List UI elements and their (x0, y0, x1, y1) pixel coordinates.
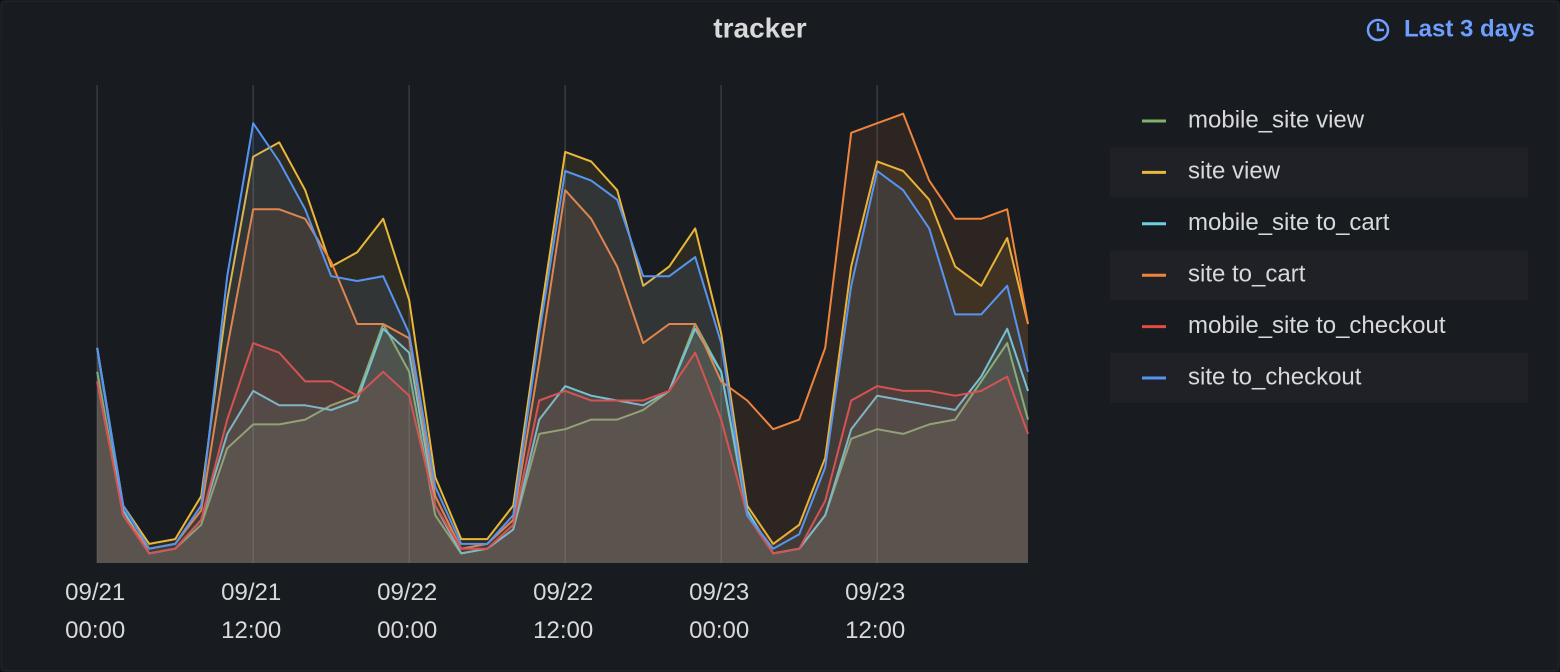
legend-row-bg (1110, 147, 1528, 198)
legend-item[interactable]: mobile_site to_checkout (1142, 312, 1446, 339)
legend-label: site view (1188, 158, 1281, 185)
x-tick-label: 09/22 00:00 (377, 579, 437, 644)
series-line (96, 327, 1029, 555)
legend-label: site to_cart (1188, 261, 1306, 288)
legend-item[interactable]: site to_cart (1110, 250, 1528, 301)
series-area (97, 328, 1028, 563)
clock-hands (1376, 23, 1384, 32)
series-area (97, 123, 1028, 563)
clock-icon (1366, 18, 1390, 42)
series-line (96, 122, 1029, 550)
series-area (97, 113, 1028, 563)
series-area (97, 343, 1028, 563)
time-range[interactable]: Last 3 days (1404, 15, 1535, 42)
x-tick-label: 09/22 12:00 (533, 579, 593, 644)
legend-item[interactable]: site to_checkout (1110, 353, 1528, 403)
x-tick-label: 09/21 00:00 (65, 579, 125, 644)
panel-title: tracker (713, 12, 807, 43)
series-line (96, 342, 1029, 555)
series-line (96, 141, 1029, 545)
series-area (97, 324, 1028, 563)
series-line (96, 323, 1029, 555)
x-tick-label: 09/23 00:00 (689, 579, 749, 644)
x-tick-label: 09/23 12:00 (845, 579, 905, 644)
series-area (97, 142, 1028, 563)
legend-item[interactable]: site view (1110, 147, 1528, 198)
legend-label: mobile_site view (1188, 106, 1365, 133)
legend-label: mobile_site to_cart (1188, 209, 1390, 236)
x-tick-label: 09/21 12:00 (221, 579, 281, 644)
series-line (96, 112, 1029, 550)
time-range-picker[interactable]: Last 3 days (1366, 15, 1535, 42)
legend-label: mobile_site to_checkout (1188, 312, 1446, 339)
legend-label: site to_checkout (1188, 363, 1362, 390)
legend-row-bg (1110, 250, 1528, 301)
legend-item[interactable]: mobile_site to_cart (1142, 209, 1390, 236)
legend-row-bg (1110, 353, 1528, 403)
legend-item[interactable]: mobile_site view (1142, 106, 1365, 133)
